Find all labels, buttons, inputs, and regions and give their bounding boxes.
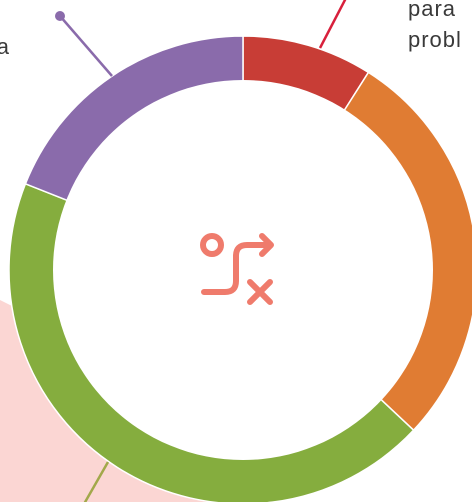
- donut-hole: [53, 80, 433, 460]
- annotation: a: [0, 34, 10, 59]
- leader-line: [59, 15, 113, 77]
- leader-dot: [55, 11, 65, 21]
- center-icon: [200, 233, 274, 305]
- annotation: para: [408, 0, 456, 21]
- annotation: probl: [408, 27, 462, 52]
- leader-line: [318, 0, 347, 49]
- leader-line: [83, 461, 110, 502]
